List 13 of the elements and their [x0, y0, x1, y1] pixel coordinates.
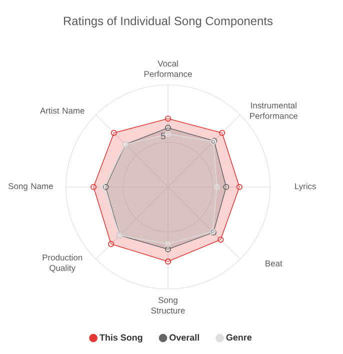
spoke-label: Instrumental Performance	[250, 102, 298, 119]
spoke-label: Production Quality	[42, 254, 82, 273]
text: 5	[160, 132, 166, 140]
spoke-label: Song Name	[8, 183, 53, 191]
chart-title: Ratings of Individual Song Components	[64, 16, 273, 28]
legend-label: Overall	[170, 334, 199, 341]
legend-label: Genre	[226, 334, 252, 341]
spoke-label: Song Structure	[151, 297, 185, 314]
spoke-label: Lyrics	[295, 183, 316, 191]
spoke-label: Artist Name	[40, 107, 84, 114]
spoke-label: Beat	[266, 260, 282, 266]
legend-label: This Song	[100, 334, 142, 342]
spoke-label: Vocal Performance	[144, 60, 192, 78]
